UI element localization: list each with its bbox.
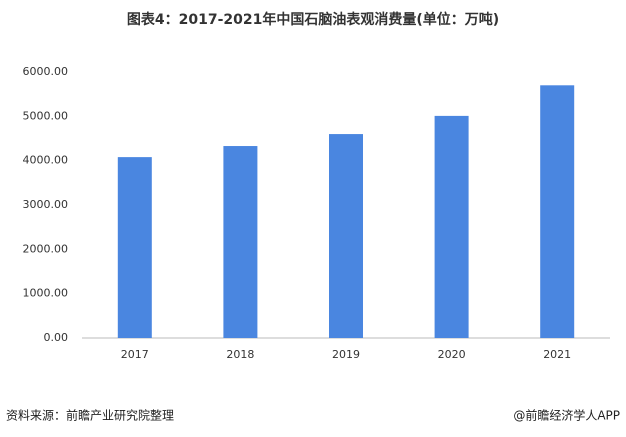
bar xyxy=(223,146,258,338)
x-tick-label: 2020 xyxy=(438,348,466,361)
y-tick-label: 1000.00 xyxy=(23,287,69,300)
x-tick-label: 2019 xyxy=(332,348,360,361)
x-tick-label: 2021 xyxy=(543,348,571,361)
source-note: 资料来源：前瞻产业研究院整理 xyxy=(6,408,174,423)
y-tick-label: 3000.00 xyxy=(23,198,69,211)
y-tick-label: 0.00 xyxy=(44,331,69,344)
credit: @前瞻经济学人APP xyxy=(513,408,620,423)
bar xyxy=(117,157,152,338)
y-tick-label: 2000.00 xyxy=(23,242,69,255)
y-tick-label: 6000.00 xyxy=(23,65,69,78)
y-tick-label: 4000.00 xyxy=(23,154,69,167)
x-tick-label: 2018 xyxy=(226,348,254,361)
bar xyxy=(329,134,363,338)
chart-title: 图表4：2017-2021年中国石脑油表观消费量(单位：万吨) xyxy=(127,11,499,28)
bar xyxy=(540,85,575,338)
y-tick-label: 5000.00 xyxy=(23,109,69,122)
bar xyxy=(434,115,469,338)
x-tick-label: 2017 xyxy=(121,348,149,361)
